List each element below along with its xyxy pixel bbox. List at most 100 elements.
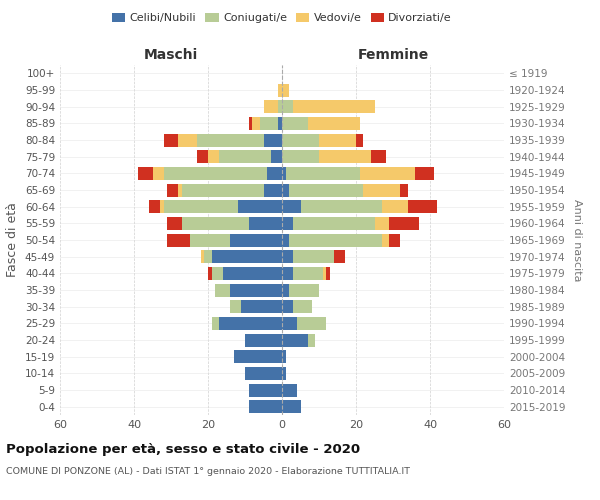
Bar bbox=[278, 100, 282, 113]
Bar bbox=[282, 384, 297, 396]
Bar bbox=[364, 184, 400, 196]
Bar bbox=[282, 100, 293, 113]
Bar bbox=[190, 234, 230, 246]
Bar bbox=[360, 167, 415, 180]
Bar bbox=[293, 250, 334, 263]
Bar bbox=[282, 350, 286, 363]
Bar bbox=[178, 134, 197, 146]
Bar bbox=[253, 117, 260, 130]
Bar bbox=[282, 400, 301, 413]
Bar bbox=[282, 84, 289, 96]
Bar bbox=[208, 267, 212, 280]
Bar bbox=[197, 150, 208, 163]
Bar bbox=[319, 134, 356, 146]
Bar bbox=[400, 184, 408, 196]
Bar bbox=[178, 184, 182, 196]
Bar bbox=[215, 284, 230, 296]
Bar bbox=[308, 117, 360, 130]
Bar bbox=[164, 167, 267, 180]
Bar bbox=[282, 117, 308, 130]
Bar bbox=[289, 284, 319, 296]
Bar bbox=[282, 150, 319, 163]
Bar bbox=[152, 167, 164, 180]
Bar bbox=[249, 217, 282, 230]
Bar bbox=[415, 167, 434, 180]
Bar bbox=[282, 217, 293, 230]
Bar bbox=[271, 150, 282, 163]
Bar bbox=[282, 284, 289, 296]
Bar bbox=[293, 100, 374, 113]
Bar bbox=[241, 300, 282, 313]
Bar bbox=[249, 384, 282, 396]
Y-axis label: Anni di nascita: Anni di nascita bbox=[572, 198, 582, 281]
Bar bbox=[323, 267, 326, 280]
Bar bbox=[167, 184, 178, 196]
Bar bbox=[282, 300, 293, 313]
Bar bbox=[293, 217, 374, 230]
Bar bbox=[371, 150, 386, 163]
Bar bbox=[286, 167, 360, 180]
Bar bbox=[282, 317, 297, 330]
Bar bbox=[223, 267, 282, 280]
Bar bbox=[230, 284, 282, 296]
Bar bbox=[245, 367, 282, 380]
Bar bbox=[263, 134, 282, 146]
Bar bbox=[260, 117, 278, 130]
Bar bbox=[182, 184, 263, 196]
Bar bbox=[301, 200, 382, 213]
Bar bbox=[245, 334, 282, 346]
Bar bbox=[160, 200, 164, 213]
Bar bbox=[282, 367, 286, 380]
Bar bbox=[137, 167, 152, 180]
Bar bbox=[326, 267, 330, 280]
Bar bbox=[297, 317, 326, 330]
Bar bbox=[382, 234, 389, 246]
Bar bbox=[293, 300, 311, 313]
Text: COMUNE DI PONZONE (AL) - Dati ISTAT 1° gennaio 2020 - Elaborazione TUTTITALIA.IT: COMUNE DI PONZONE (AL) - Dati ISTAT 1° g… bbox=[6, 468, 410, 476]
Bar bbox=[278, 84, 282, 96]
Bar bbox=[204, 250, 212, 263]
Bar bbox=[382, 200, 408, 213]
Bar bbox=[374, 217, 389, 230]
Bar bbox=[212, 250, 282, 263]
Bar bbox=[212, 317, 219, 330]
Bar bbox=[408, 200, 437, 213]
Bar bbox=[149, 200, 160, 213]
Bar bbox=[282, 167, 286, 180]
Bar bbox=[230, 300, 241, 313]
Bar bbox=[319, 150, 371, 163]
Bar bbox=[282, 234, 289, 246]
Bar bbox=[208, 150, 219, 163]
Bar bbox=[356, 134, 364, 146]
Y-axis label: Fasce di età: Fasce di età bbox=[7, 202, 19, 278]
Bar bbox=[212, 267, 223, 280]
Bar bbox=[167, 234, 190, 246]
Bar bbox=[278, 117, 282, 130]
Bar bbox=[164, 200, 238, 213]
Bar bbox=[293, 267, 323, 280]
Bar bbox=[164, 134, 178, 146]
Bar bbox=[308, 334, 316, 346]
Bar bbox=[234, 350, 282, 363]
Bar bbox=[219, 317, 282, 330]
Bar bbox=[197, 134, 263, 146]
Legend: Celibi/Nubili, Coniugati/e, Vedovi/e, Divorziati/e: Celibi/Nubili, Coniugati/e, Vedovi/e, Di… bbox=[107, 8, 457, 28]
Bar bbox=[238, 200, 282, 213]
Bar bbox=[263, 100, 278, 113]
Bar bbox=[249, 117, 253, 130]
Text: Femmine: Femmine bbox=[358, 48, 428, 62]
Bar bbox=[249, 400, 282, 413]
Bar bbox=[282, 334, 308, 346]
Bar bbox=[389, 217, 419, 230]
Bar bbox=[282, 134, 319, 146]
Bar bbox=[200, 250, 204, 263]
Bar bbox=[282, 250, 293, 263]
Text: Maschi: Maschi bbox=[144, 48, 198, 62]
Bar bbox=[334, 250, 345, 263]
Bar bbox=[289, 184, 364, 196]
Bar bbox=[289, 234, 382, 246]
Bar bbox=[282, 184, 289, 196]
Bar bbox=[263, 184, 282, 196]
Bar bbox=[219, 150, 271, 163]
Bar bbox=[267, 167, 282, 180]
